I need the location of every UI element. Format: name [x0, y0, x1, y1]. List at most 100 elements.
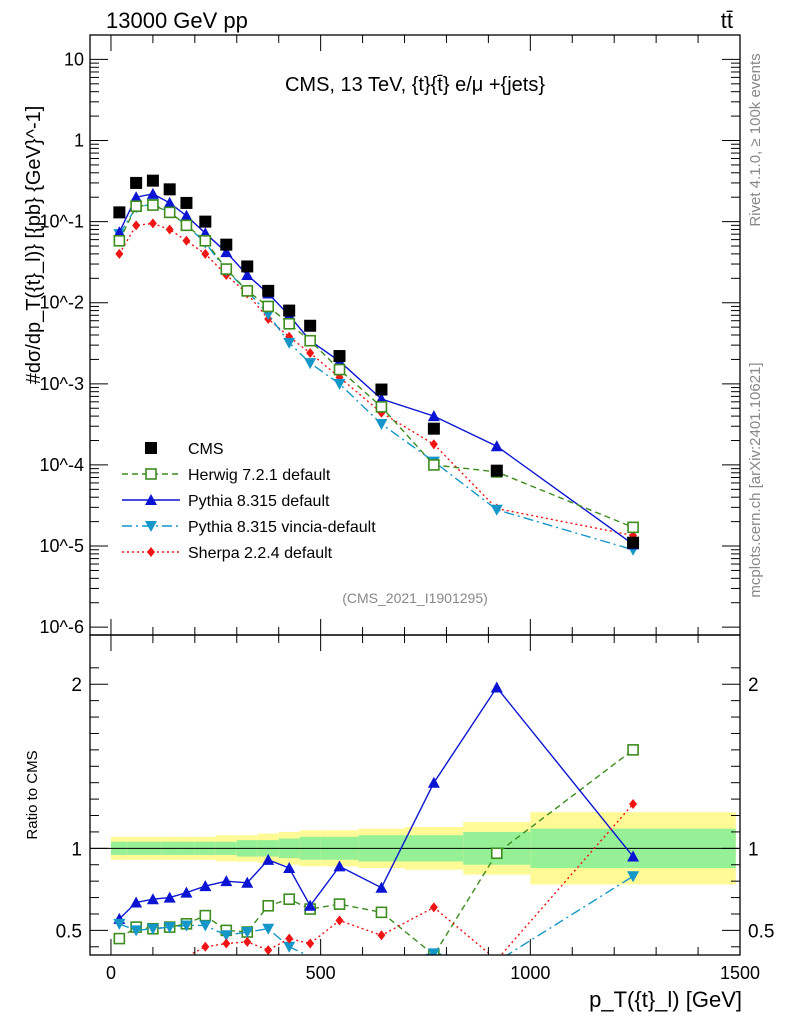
ratio-point-diamond — [429, 902, 438, 913]
ratio-point-triangle-down — [199, 920, 212, 932]
ratio-point-triangle-up — [304, 899, 317, 911]
point-triangle-down — [375, 418, 388, 430]
ratio-point-open-square — [262, 899, 275, 912]
ratio-point-open-square — [113, 932, 126, 945]
ratio-point-triangle-up — [427, 776, 440, 788]
point-diamond — [115, 248, 124, 259]
ratio-tick-label-right: 2 — [748, 675, 759, 696]
series-line-3 — [118, 203, 634, 551]
point-diamond — [148, 218, 157, 229]
ratio-point-triangle-down — [283, 941, 296, 953]
point-open-square — [262, 300, 275, 313]
ratio-point-diamond — [222, 938, 231, 949]
point-open-square — [283, 317, 295, 330]
ratio-line-1 — [118, 686, 634, 920]
point-square — [199, 215, 212, 228]
ratio-point-diamond — [285, 933, 294, 944]
top-tick-label: 10^-2 — [40, 293, 84, 313]
point-square — [220, 238, 233, 251]
point-open-square — [304, 334, 316, 347]
point-open-square — [333, 363, 346, 376]
ratio-point-triangle-down — [180, 920, 193, 932]
top-ylabel: #dσ/dp_T({t}_l)} [{pb} {GeV}^-1] — [23, 106, 45, 385]
top-tick-label: 10^-1 — [40, 212, 84, 232]
point-triangle-down — [283, 337, 296, 349]
point-diamond — [165, 224, 174, 235]
point-triangle-up — [490, 440, 503, 452]
ratio-point-triangle-up — [490, 681, 503, 693]
point-square — [130, 176, 143, 189]
point-open-square — [113, 235, 126, 247]
point-square — [333, 350, 346, 363]
legend-marker-open-square — [145, 468, 157, 480]
ratio-point-triangle-down — [427, 948, 440, 955]
ratio-point-triangle-down — [130, 925, 143, 937]
top-tick-label: 10^-3 — [40, 374, 84, 394]
ratio-point-triangle-up — [262, 853, 275, 865]
header-right: tt̄ — [721, 8, 733, 33]
legend-label: Pythia 8.315 default — [188, 493, 330, 510]
plot-title: CMS, 13 TeV, {t}{t̄} e/μ +{jets} — [285, 74, 545, 96]
legend-label: Pythia 8.315 vincia-default — [188, 519, 376, 536]
ratio-point-triangle-down — [262, 923, 275, 935]
ratio-tick-label-right: 1 — [748, 839, 759, 860]
x-tick-label: 500 — [306, 963, 336, 983]
point-triangle-down — [490, 504, 503, 516]
ratio-tick-label: 2 — [71, 675, 82, 696]
legend-marker-diamond — [147, 547, 155, 557]
legend-label: Sherpa 2.2.4 default — [188, 545, 333, 562]
series-line-1 — [118, 204, 634, 528]
ratio-tick-label: 1 — [71, 839, 82, 860]
ratio-point-diamond — [377, 930, 386, 941]
x-tick-label: 1000 — [510, 963, 550, 983]
ratio-point-triangle-up — [283, 862, 296, 874]
ratio-tick-label-right: 0.5 — [748, 921, 774, 942]
legend-marker-square — [145, 442, 157, 454]
ratio-point-open-square — [199, 909, 212, 922]
point-square — [262, 284, 275, 297]
ratio-point-triangle-up — [333, 860, 346, 872]
ratio-point-triangle-down — [113, 918, 126, 930]
point-diamond — [182, 235, 191, 246]
ratio-point-triangle-up — [180, 886, 193, 898]
top-tick-label: 10^-6 — [40, 617, 84, 637]
point-square — [163, 183, 176, 196]
point-open-square — [199, 235, 212, 247]
point-triangle-up — [163, 196, 176, 208]
point-open-square — [180, 219, 193, 232]
legend-marker-triangle-up — [145, 494, 157, 505]
point-open-square — [130, 200, 142, 212]
point-diamond — [201, 248, 210, 259]
point-square — [241, 260, 254, 273]
point-triangle-up — [180, 209, 193, 221]
rivet-label: Rivet 4.1.0, ≥ 100k events — [747, 53, 764, 226]
ratio-point-triangle-up — [220, 875, 233, 887]
top-tick-label: 1 — [74, 131, 84, 151]
legend: CMS Herwig 7.2.1 default Pythia 8.315 defa… — [122, 441, 376, 562]
point-square — [427, 422, 440, 435]
ratio-point-diamond — [201, 941, 210, 952]
ratio-point-open-square — [333, 898, 346, 910]
point-triangle-down — [304, 358, 317, 370]
point-open-square — [627, 521, 639, 534]
main-panel: 10^-6 10^-5 10^-4 10^-3 10^-2 10^-1 1 10 CMS, 1… — [23, 34, 741, 651]
series-line-2 — [118, 193, 634, 545]
ratio-point-triangle-up — [199, 880, 212, 892]
ratio-panel: 0.5 0.5 1 1 2 2 Ratio to CMS 0 500 1000 1500 p_T… — [24, 634, 774, 1012]
point-square — [283, 304, 296, 317]
watermark: (CMS_2021_I1901295) — [342, 590, 488, 606]
ratio-line-3 — [188, 803, 634, 955]
ratio-point-diamond — [335, 915, 344, 926]
point-triangle-up — [113, 226, 126, 238]
point-square — [375, 383, 388, 396]
ratio-point-triangle-down — [241, 927, 254, 939]
point-open-square — [147, 199, 159, 211]
ratio-line-2 — [119, 875, 634, 955]
ratio-point-open-square — [375, 906, 388, 919]
point-square — [146, 174, 159, 187]
point-square — [180, 196, 193, 209]
ratio-point-triangle-up — [146, 893, 159, 905]
ratio-point-triangle-down — [163, 922, 176, 934]
ratio-ylabel: Ratio to CMS — [24, 750, 41, 839]
